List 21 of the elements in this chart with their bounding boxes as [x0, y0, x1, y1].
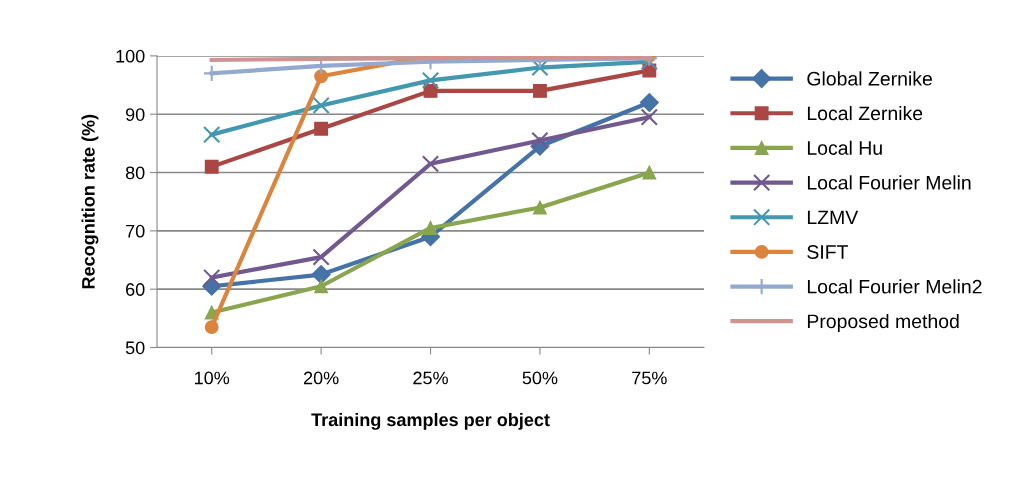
y-tick-label: 70 — [126, 224, 145, 238]
legend-label: Global Zernike — [807, 71, 932, 86]
x-axis-title: Training samples per object — [311, 412, 550, 430]
y-tick-label: 80 — [125, 166, 145, 180]
y-tick-label: 90 — [125, 108, 145, 121]
y-tick-label: 100 — [116, 49, 145, 63]
y-tick-label: 50 — [125, 341, 145, 355]
y-axis-title: Recognition rate (%) — [81, 114, 99, 289]
legend-label: SIFT — [807, 245, 849, 259]
legend-label: Local Zernike — [807, 105, 923, 121]
x-tick-label: 75% — [632, 371, 667, 385]
y-tick-label: 60 — [126, 283, 145, 296]
x-tick-label: 20% — [303, 371, 339, 385]
legend-label: Local Fourier Melin — [807, 175, 971, 190]
x-tick-label: 10% — [195, 371, 230, 385]
legend-label: Local Hu — [807, 140, 882, 155]
x-tick-label: 25% — [413, 371, 448, 385]
legend-label: Local Fourier Melin2 — [807, 279, 982, 294]
legend-label: Proposed method — [807, 313, 959, 333]
x-tick-label: 50% — [522, 371, 558, 385]
legend-label: LZMV — [807, 210, 859, 225]
